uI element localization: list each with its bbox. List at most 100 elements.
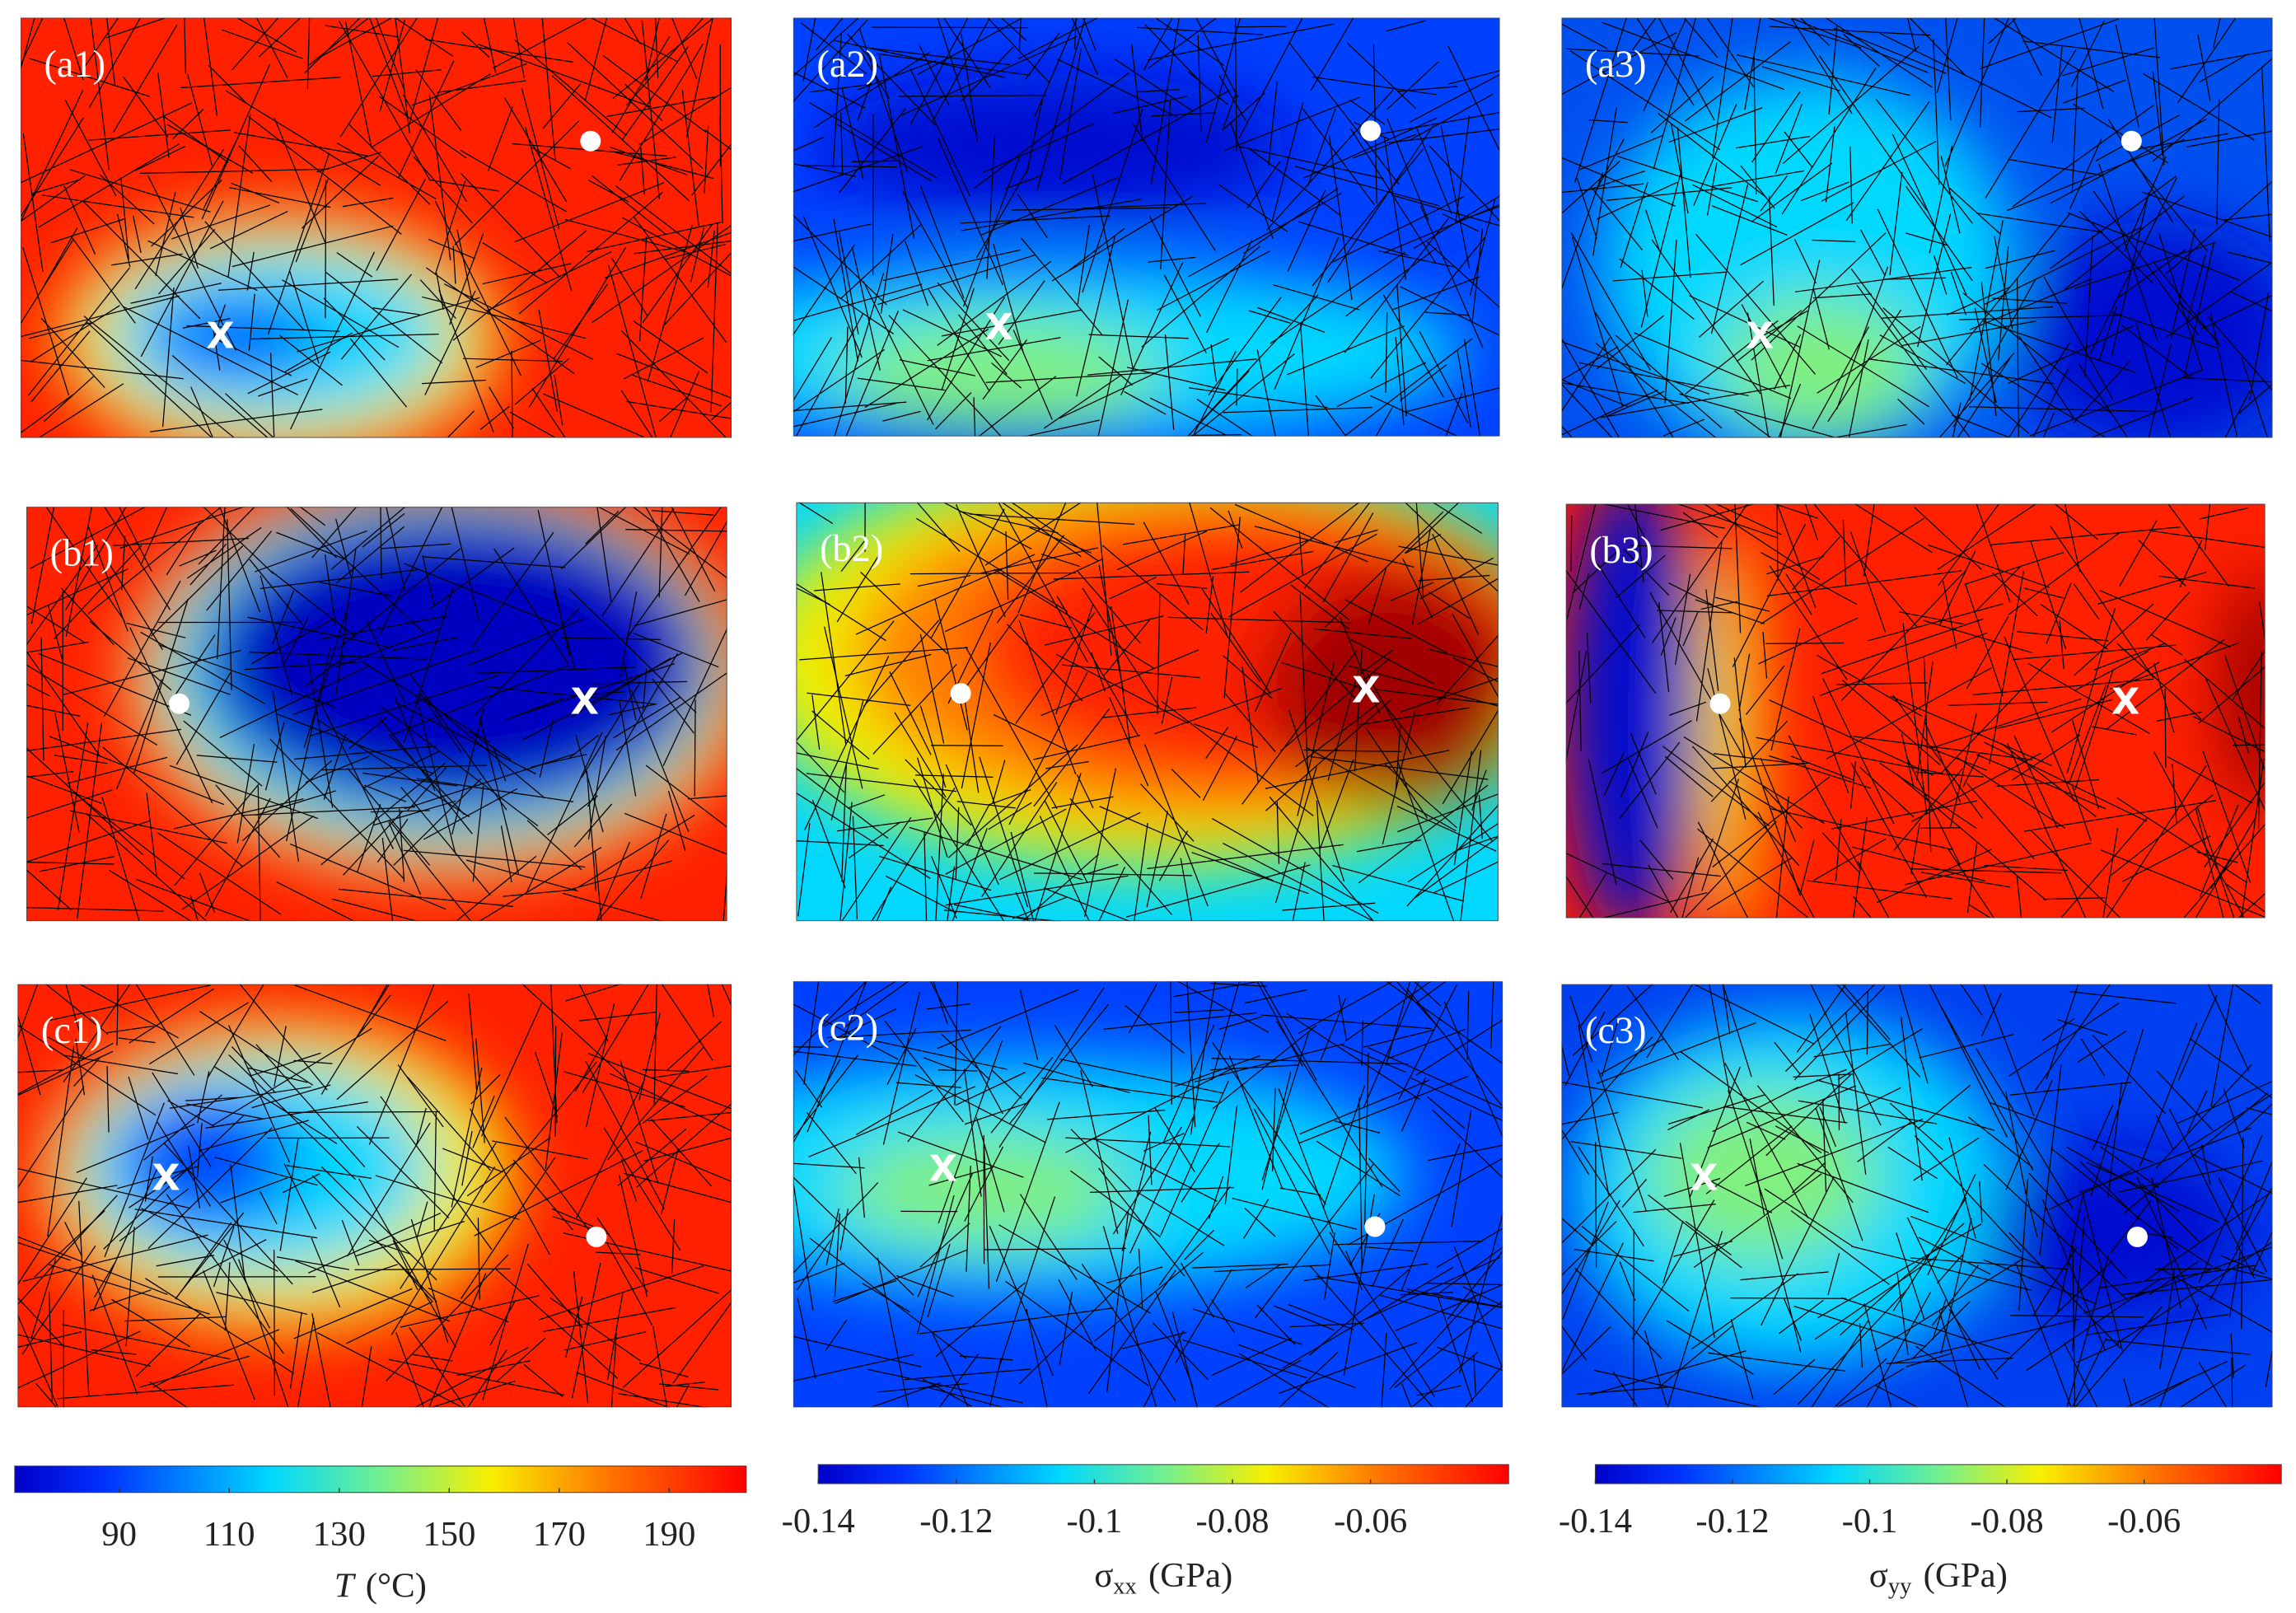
fiber: [147, 1127, 273, 1249]
fiber: [543, 1307, 676, 1332]
fiber: [82, 200, 201, 320]
fiber: [594, 850, 602, 922]
fiber: [1667, 1109, 1710, 1131]
fiber: [1018, 17, 1022, 51]
fiber: [978, 376, 1057, 437]
fiber: [1741, 304, 1787, 389]
fiber: [47, 1036, 86, 1059]
fiber: [1588, 119, 1628, 124]
fiber: [619, 1175, 648, 1297]
fiber: [2007, 138, 2185, 212]
fiber: [884, 1020, 964, 1123]
fiber: [635, 1141, 732, 1182]
fiber: [1574, 1249, 1654, 1262]
fiber: [596, 842, 630, 922]
fiber: [1124, 390, 1167, 415]
fiber: [1083, 768, 1117, 918]
fiber: [1144, 744, 1209, 907]
fiber: [1889, 1102, 1943, 1151]
fiber: [415, 694, 456, 854]
fiber: [1160, 1080, 1229, 1236]
fiber: [271, 570, 357, 638]
fiber: [630, 690, 690, 832]
fiber: [793, 1354, 914, 1382]
fiber: [621, 46, 689, 141]
colorbar-tick-label: -0.06: [1334, 1502, 1407, 1541]
fiber: [1902, 623, 1928, 815]
fiber: [20, 117, 84, 218]
fiber: [1662, 418, 1704, 437]
fiber: [306, 656, 334, 808]
fiber: [17, 1313, 58, 1408]
fiber: [175, 1222, 232, 1300]
fiber: [366, 619, 405, 704]
fiber: [1158, 830, 1189, 881]
fiber: [1976, 503, 2011, 603]
fiber: [282, 617, 309, 667]
fiber: [455, 855, 537, 922]
fiber: [1866, 991, 1868, 1055]
fiber: [1768, 195, 1775, 306]
field-blob: [1645, 1087, 1881, 1264]
fiber: [537, 509, 570, 656]
fiber: [623, 662, 637, 721]
fiber: [975, 1117, 1005, 1213]
fiber: [480, 1003, 543, 1137]
fiber: [2184, 659, 2266, 730]
fiber: [1021, 237, 1103, 336]
field-blobs: [1565, 503, 2266, 919]
fiber: [290, 507, 424, 634]
fiber: [1186, 981, 1196, 1128]
fiber: [543, 393, 644, 438]
fiber: [982, 339, 1027, 400]
fiber: [1756, 1085, 1854, 1204]
fiber: [1831, 423, 1907, 438]
fiber: [492, 1140, 588, 1160]
fiber: [1596, 181, 1678, 220]
fiber: [1822, 678, 1895, 825]
fiber: [824, 626, 863, 789]
fiber: [1915, 771, 1984, 778]
fiber: [2123, 1092, 2268, 1214]
fiber: [1243, 188, 1339, 255]
fiber: [414, 1347, 529, 1408]
fiber: [2050, 526, 2154, 679]
fiber: [1007, 624, 1083, 702]
fiber: [1053, 571, 1250, 580]
fiber: [610, 257, 648, 316]
fiber: [1121, 1163, 1147, 1251]
fiber: [1979, 1181, 1983, 1223]
fiber: [1933, 39, 1940, 185]
fiber: [136, 878, 252, 922]
fiber: [1229, 121, 1274, 240]
fiber: [1969, 278, 2093, 330]
fiber: [293, 746, 437, 760]
fiber: [87, 507, 222, 615]
fiber: [2015, 1263, 2072, 1408]
fiber: [203, 17, 218, 116]
fiber: [128, 1165, 192, 1209]
fiber: [793, 402, 897, 428]
fiber: [113, 24, 178, 133]
fiber: [1597, 1069, 1648, 1212]
fiber: [2139, 1022, 2198, 1167]
fiber: [1429, 591, 1471, 619]
fiber: [1660, 617, 1676, 657]
fiber: [26, 906, 164, 912]
fiber: [1679, 393, 1838, 438]
fiber: [2063, 79, 2126, 104]
dot-marker: [580, 130, 601, 152]
fiber: [26, 683, 50, 697]
fiber: [30, 507, 147, 569]
fiber: [2050, 119, 2207, 204]
fiber: [452, 245, 456, 284]
fiber: [1667, 1231, 1723, 1408]
fiber: [1601, 385, 1791, 418]
fiber: [2177, 1080, 2273, 1124]
fiber: [807, 692, 911, 706]
fiber: [652, 1326, 668, 1408]
fiber: [1332, 865, 1465, 902]
fiber: [1798, 1100, 1938, 1124]
fiber: [1797, 325, 1929, 408]
fiber: [1712, 1087, 1798, 1133]
